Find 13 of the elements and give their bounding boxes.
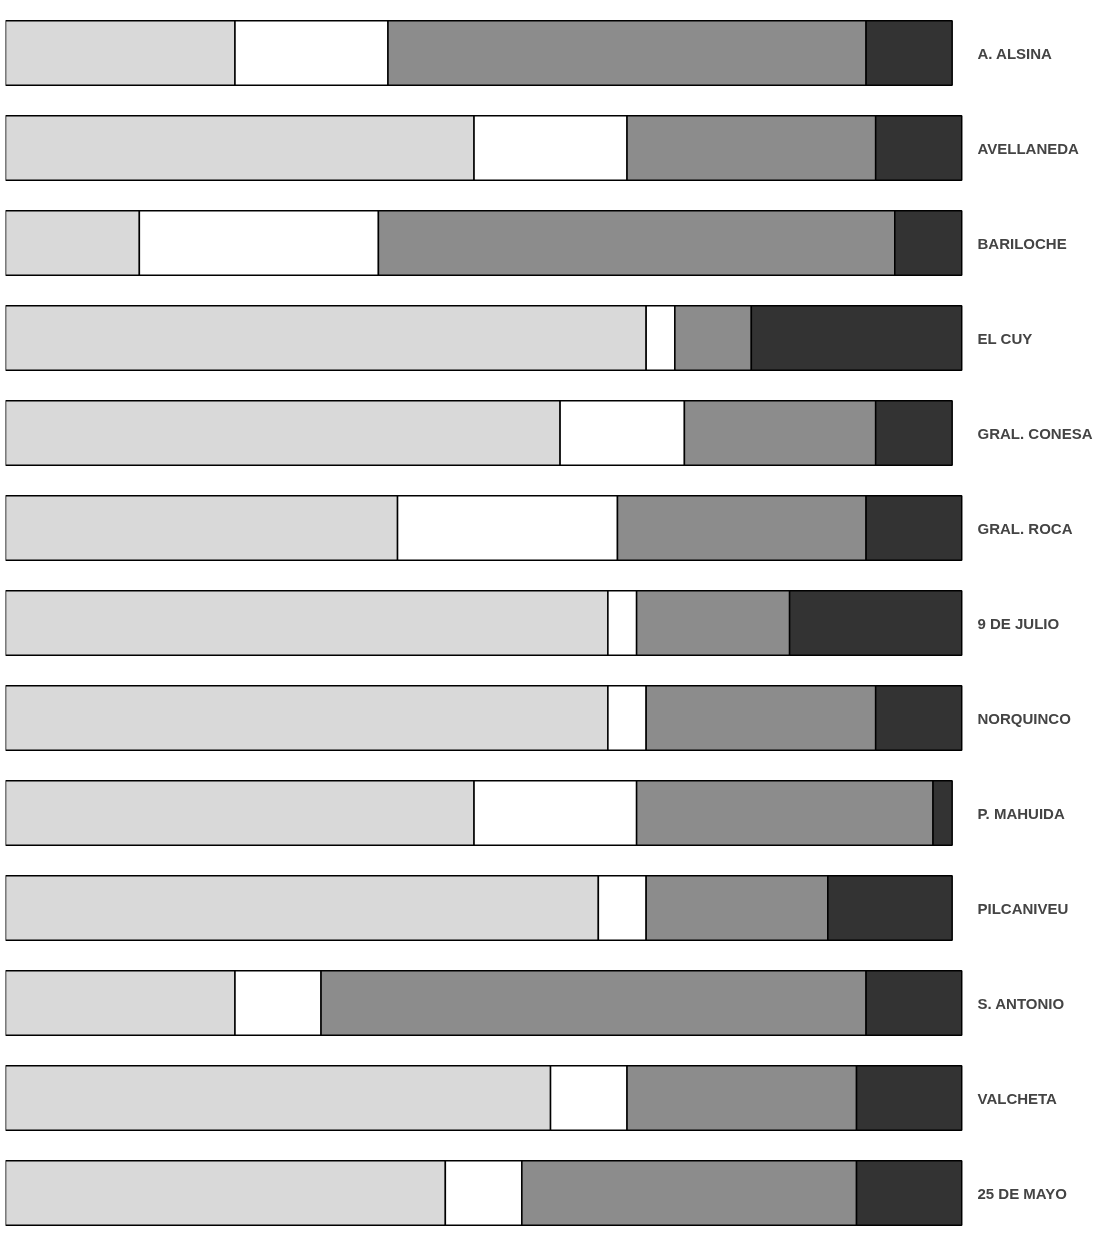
y-tick-label: VALCHETA [977,1089,1058,1107]
y-tick-label: BARILOCHE [977,234,1067,252]
y-tick-label: S. ANTONIO [977,994,1065,1012]
y-tick-label: AVELLANEDA [977,139,1080,157]
y-tick-label: NORQUINCO [977,709,1072,727]
y-tick-label: GRAL. ROCA [977,519,1073,537]
y-tick-label: 9 DE JULIO [977,614,1060,632]
y-tick-label: A. ALSINA [977,44,1053,62]
y-tick-label: PILCANIVEU [977,899,1069,917]
y-tick-label: GRAL. CONESA [977,424,1093,442]
y-tick-label: 25 DE MAYO [977,1184,1068,1202]
y-tick-label: P. MAHUIDA [977,804,1065,822]
y-tick-label: EL CUY [977,329,1033,347]
